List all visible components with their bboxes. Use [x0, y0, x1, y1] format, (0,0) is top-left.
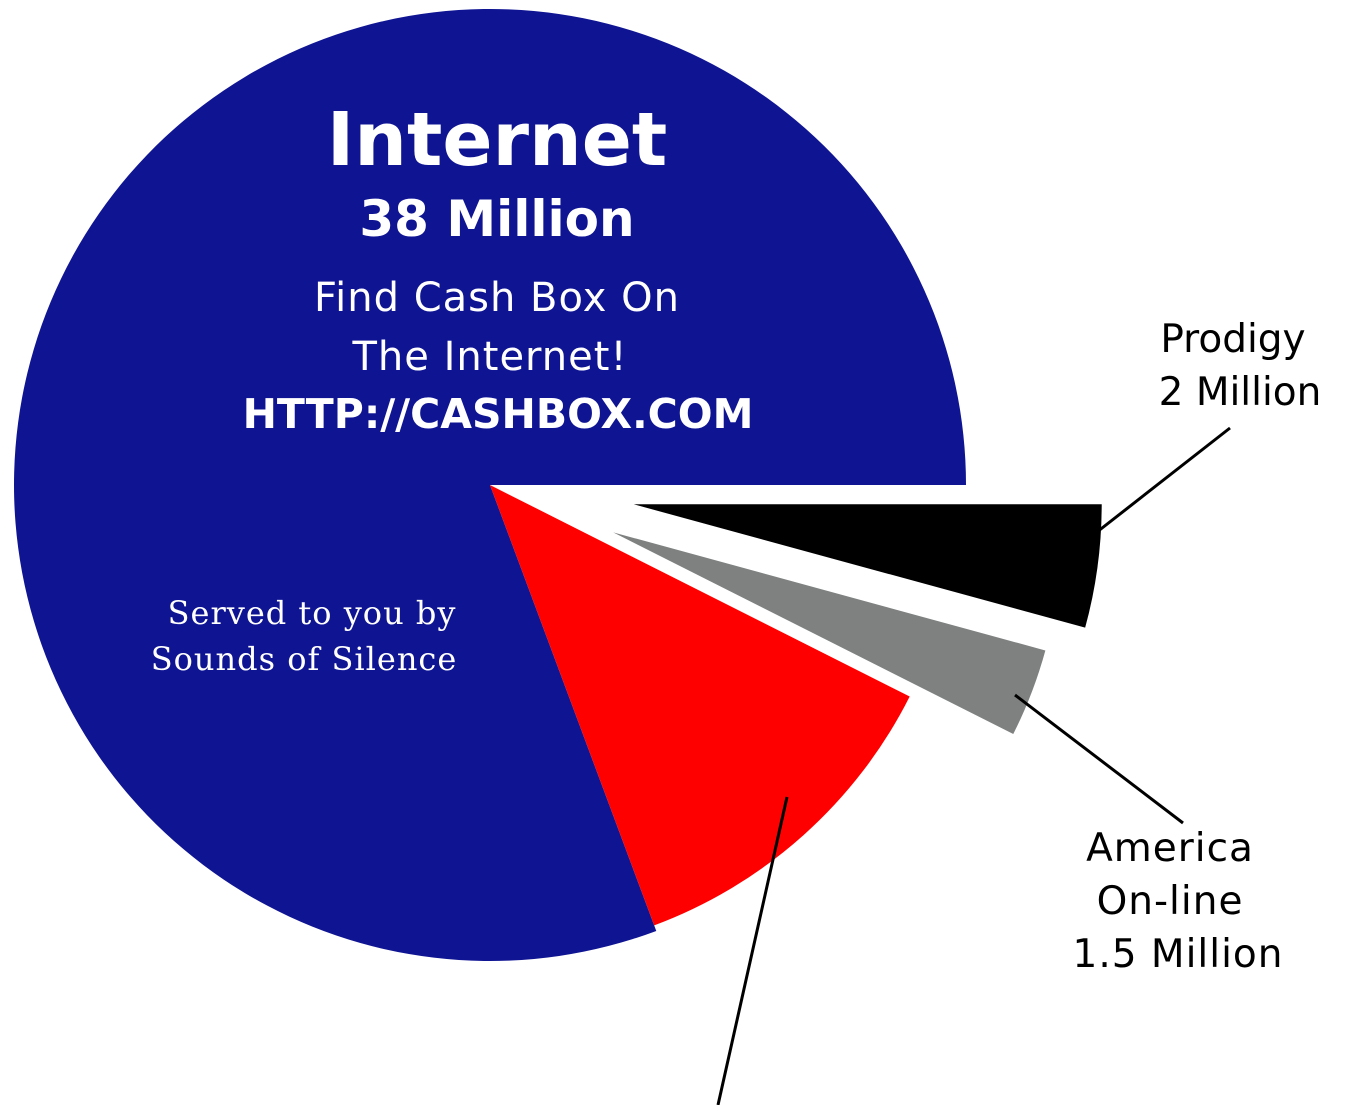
slice-america-online [613, 532, 1046, 735]
aol-leader-line [1014, 693, 1184, 825]
internet-value: 38 Million [359, 190, 634, 248]
slice-red [490, 485, 910, 926]
internet-line-1: Find Cash Box On [314, 275, 680, 321]
prodigy-label: Prodigy [1160, 317, 1305, 362]
aol-value: 1.5 Million [1073, 932, 1284, 977]
served-line-1: Served to you by [168, 594, 457, 632]
prodigy-value: 2 Million [1159, 370, 1322, 415]
served-line-2: Sounds of Silence [151, 640, 458, 678]
internet-line-2: The Internet! [352, 334, 628, 380]
pie-slices [13, 9, 1102, 962]
internet-url: HTTP://CASHBOX.COM [243, 390, 754, 438]
prodigy-leader-line [1096, 426, 1231, 534]
slice-prodigy [633, 504, 1102, 628]
aol-label-line-1: America [1086, 826, 1254, 871]
slice-internet [13, 9, 966, 962]
red-slice-leader-line [716, 796, 789, 1105]
internet-title: Internet [327, 97, 668, 183]
aol-label-line-2: On-line [1097, 879, 1244, 924]
